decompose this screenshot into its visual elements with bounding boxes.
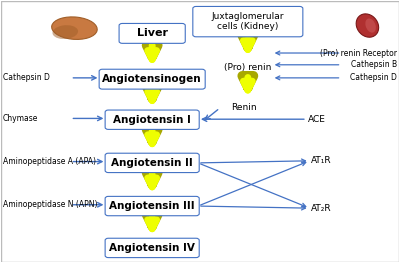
Text: Angiotensinogen: Angiotensinogen <box>102 74 202 84</box>
Ellipse shape <box>52 17 97 39</box>
FancyBboxPatch shape <box>99 69 205 89</box>
FancyBboxPatch shape <box>105 153 199 173</box>
Text: Angiotensin II: Angiotensin II <box>111 158 193 168</box>
Text: Angiotensin III: Angiotensin III <box>109 201 195 211</box>
Text: (Pro) renin: (Pro) renin <box>224 63 272 72</box>
FancyBboxPatch shape <box>119 23 185 43</box>
Text: AT₁R: AT₁R <box>311 156 332 165</box>
Text: Angiotensin IV: Angiotensin IV <box>109 243 195 253</box>
Text: ACE: ACE <box>308 115 326 124</box>
Text: Chymase: Chymase <box>3 114 38 123</box>
Text: Renin: Renin <box>231 103 257 113</box>
Text: AT₂R: AT₂R <box>311 204 332 213</box>
Text: Aminopeptidase N (APN): Aminopeptidase N (APN) <box>3 200 97 209</box>
Text: Liver: Liver <box>137 28 168 38</box>
FancyBboxPatch shape <box>105 238 199 257</box>
Ellipse shape <box>52 25 78 39</box>
FancyBboxPatch shape <box>105 110 199 129</box>
Text: Aminopeptidase A (APA): Aminopeptidase A (APA) <box>3 157 96 166</box>
Ellipse shape <box>356 14 379 37</box>
Text: Angiotensin I: Angiotensin I <box>113 115 191 125</box>
FancyBboxPatch shape <box>105 196 199 216</box>
FancyBboxPatch shape <box>193 7 303 37</box>
Text: Cathepsin B: Cathepsin B <box>351 60 397 69</box>
Ellipse shape <box>365 18 376 33</box>
Text: Juxtaglomerular
cells (Kidney): Juxtaglomerular cells (Kidney) <box>212 12 284 31</box>
Text: Cathepsin D: Cathepsin D <box>350 73 397 82</box>
Text: Cathepsin D: Cathepsin D <box>3 73 50 82</box>
Text: (Pro) renin Receptor: (Pro) renin Receptor <box>320 48 397 58</box>
